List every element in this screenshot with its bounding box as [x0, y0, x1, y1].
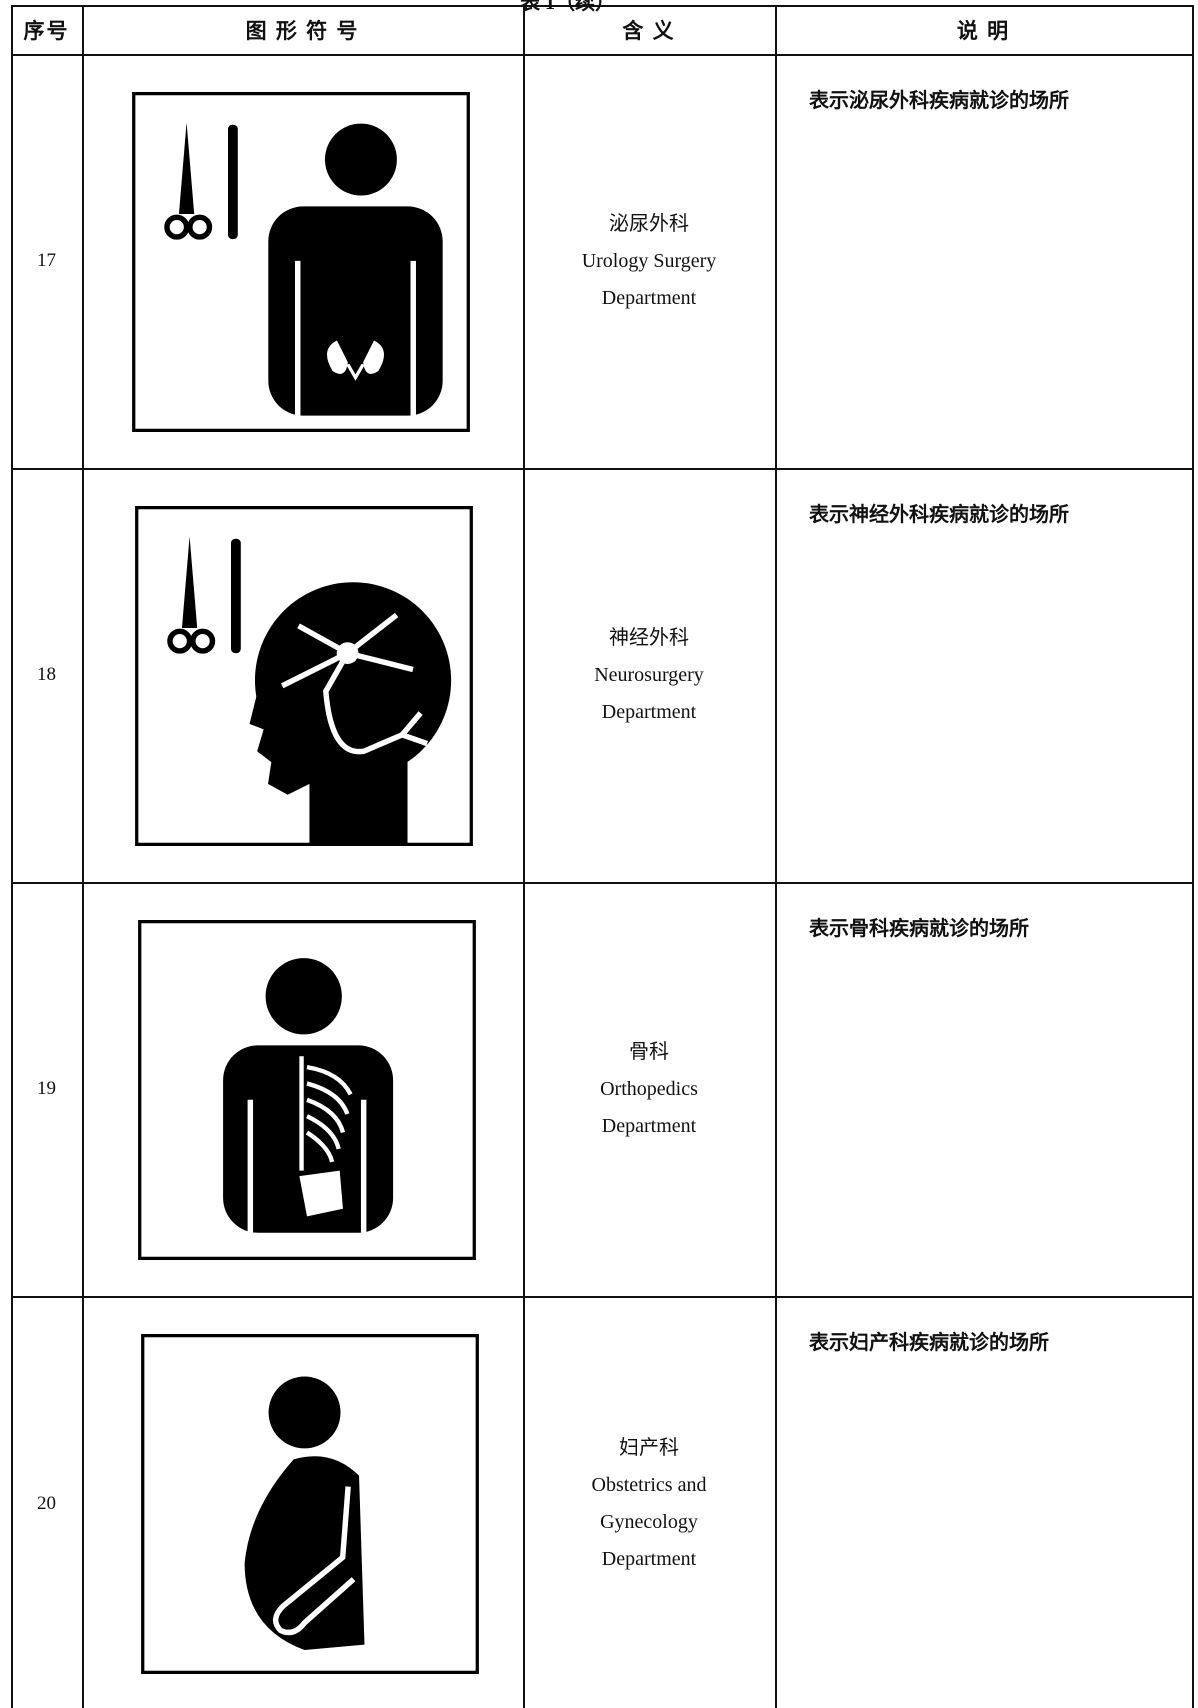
row-rule	[11, 5, 1192, 7]
description: 表示神经外科疾病就诊的场所	[809, 504, 1069, 526]
meaning-line: Department	[601, 1548, 697, 1570]
meaning-line: Department	[601, 700, 697, 723]
meaning-line: Urology Surgery	[581, 249, 717, 272]
row-rule	[11, 1296, 1192, 1298]
header-cell: 图 形 符 号	[245, 18, 360, 43]
meaning-line: Obstetrics and	[591, 1474, 707, 1496]
meaning-line: Neurosurgery	[594, 663, 704, 686]
header-cell: 说 明	[956, 18, 1011, 43]
meaning: 妇产科 Obstetrics and Gynecology Department	[523, 1296, 775, 1708]
header-cell: 序号	[23, 18, 70, 43]
meaning-line: 神经外科	[609, 626, 689, 649]
description: 表示妇产科疾病就诊的场所	[809, 1332, 1049, 1354]
meaning-line: Gynecology	[600, 1511, 698, 1533]
meaning-line: 泌尿外科	[609, 212, 689, 235]
column-rule	[82, 5, 84, 1708]
row-number: 19	[37, 1078, 56, 1099]
caption: 表 1（续）	[520, 0, 615, 14]
meaning-line: Orthopedics	[600, 1077, 698, 1100]
row-rule	[11, 468, 1192, 470]
meaning-line: 妇产科	[619, 1437, 679, 1459]
description: 表示泌尿外科疾病就诊的场所	[809, 90, 1069, 112]
pictogram	[135, 506, 473, 846]
meaning-line: 骨科	[629, 1040, 669, 1063]
header-cell: 含 义	[622, 18, 676, 43]
meaning: 泌尿外科 Urology Surgery Department	[523, 54, 775, 468]
row-number: 17	[37, 250, 56, 271]
column-rule	[1192, 5, 1194, 1708]
meaning: 神经外科 Neurosurgery Department	[523, 468, 775, 882]
pictogram	[141, 1334, 479, 1674]
row-number: 20	[37, 1493, 56, 1514]
column-rule	[523, 5, 525, 1708]
row-number: 18	[37, 664, 56, 685]
description: 表示骨科疾病就诊的场所	[809, 918, 1029, 940]
row-rule	[11, 882, 1192, 884]
pictogram	[138, 920, 476, 1260]
row-rule	[11, 54, 1192, 56]
column-rule	[775, 5, 777, 1708]
pictogram	[132, 92, 470, 432]
column-rule	[11, 5, 13, 1708]
meaning-line: Department	[601, 286, 697, 309]
meaning: 骨科 Orthopedics Department	[523, 882, 775, 1296]
meaning-line: Department	[601, 1114, 697, 1137]
